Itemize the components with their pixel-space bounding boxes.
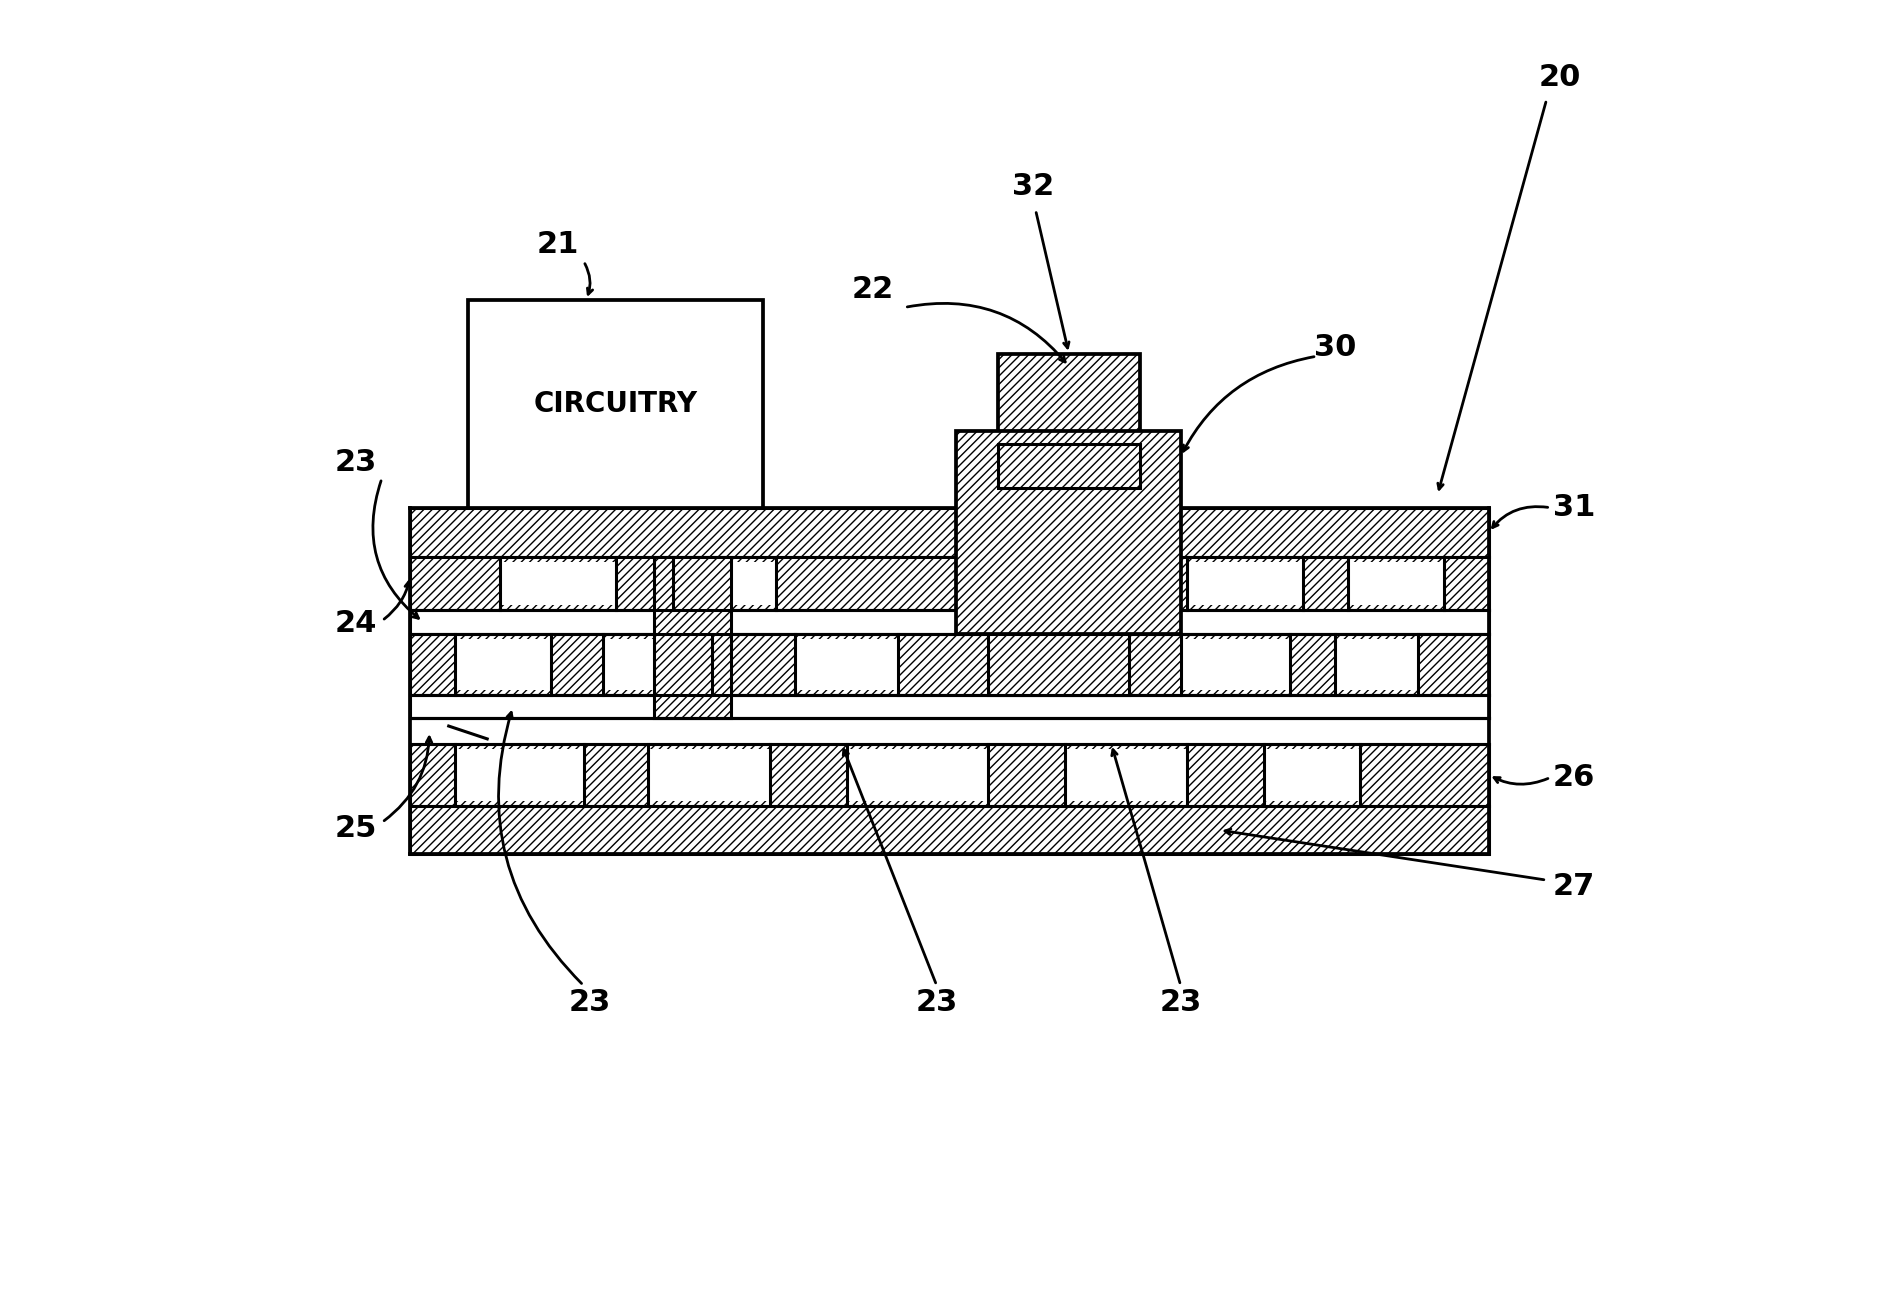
Bar [987, 557, 1129, 696]
Text: 23: 23 [1160, 988, 1201, 1016]
Bar [602, 639, 712, 691]
Text: 26: 26 [1553, 763, 1594, 792]
Bar [1181, 639, 1289, 691]
Bar [1186, 562, 1302, 605]
Bar [998, 444, 1139, 488]
Bar [647, 749, 769, 801]
Text: 22: 22 [850, 275, 894, 304]
Bar [998, 353, 1139, 508]
Text: CIRCUITRY: CIRCUITRY [533, 389, 697, 418]
Bar [410, 696, 1488, 718]
Bar [467, 300, 763, 508]
Text: 25: 25 [334, 814, 378, 844]
Bar [410, 633, 1488, 696]
Bar [410, 508, 1488, 557]
Text: 30: 30 [1313, 332, 1355, 362]
Bar [1065, 749, 1186, 801]
Bar [410, 806, 1488, 854]
Bar [456, 749, 583, 801]
Bar [1334, 639, 1418, 691]
Bar [847, 749, 987, 801]
Text: 23: 23 [334, 448, 378, 478]
Bar [1264, 749, 1359, 801]
Text: 24: 24 [334, 609, 378, 637]
Bar [795, 639, 898, 691]
Bar [674, 562, 776, 605]
Text: 27: 27 [1553, 872, 1594, 901]
Bar [410, 610, 1488, 633]
Text: 23: 23 [915, 988, 957, 1016]
Text: 31: 31 [1553, 493, 1594, 522]
Bar [410, 557, 1488, 610]
Text: 32: 32 [1012, 173, 1053, 201]
Bar [653, 557, 731, 718]
Bar [499, 562, 615, 605]
Bar [1348, 562, 1442, 605]
Bar [456, 639, 550, 691]
Text: 21: 21 [537, 230, 579, 260]
Bar [410, 744, 1488, 806]
Text: 20: 20 [1537, 64, 1579, 92]
Bar [955, 431, 1181, 633]
Text: 23: 23 [569, 988, 611, 1016]
